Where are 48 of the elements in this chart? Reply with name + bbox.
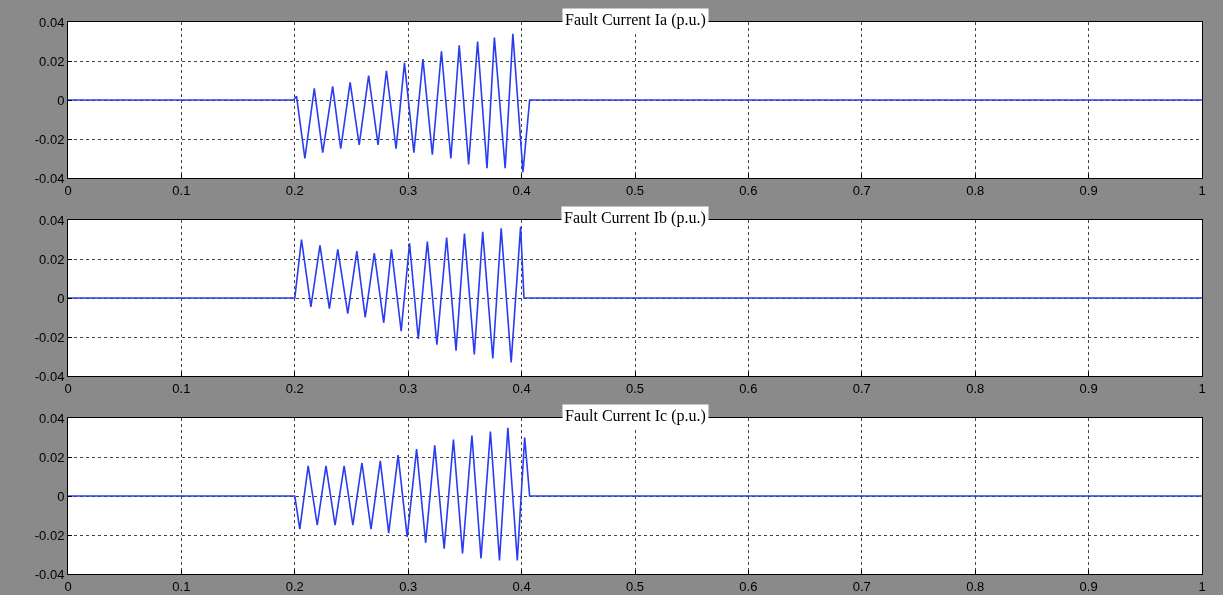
x-tick-label: 1 (1198, 182, 1206, 198)
y-tick-label: 0 (57, 290, 65, 306)
y-tick-label: -0.02 (34, 527, 65, 543)
y-tick-label: 0.02 (39, 449, 65, 465)
x-tick-label: 0.8 (966, 380, 985, 396)
y-tick-label: -0.02 (34, 329, 65, 345)
x-tick-label: 1 (1198, 380, 1206, 396)
x-tick-label: 0.2 (285, 380, 304, 396)
y-tick-label: -0.02 (34, 131, 65, 147)
x-tick-label: 0.2 (285, 578, 304, 594)
x-tick-label: 0.9 (1079, 578, 1098, 594)
x-tick-label: 0.1 (172, 182, 191, 198)
x-tick-label: 0.1 (172, 380, 191, 396)
y-tick-label: 0.04 (39, 14, 65, 30)
y-tick-label: 0 (57, 92, 65, 108)
x-tick-label: 0.3 (399, 578, 418, 594)
x-tick-label: 0.8 (966, 578, 985, 594)
y-tick-label: -0.04 (34, 368, 65, 384)
x-tick-label: 0.8 (966, 182, 985, 198)
y-tick-label: 0.04 (39, 410, 65, 426)
y-tick-label: -0.04 (34, 170, 65, 186)
chart-title: Fault Current Ic (p.u.) (565, 407, 706, 425)
x-tick-label: 0.6 (739, 182, 758, 198)
x-tick-label: 0.3 (399, 182, 418, 198)
x-tick-label: 0.5 (625, 380, 645, 396)
x-tick-label: 0.4 (512, 182, 531, 198)
x-tick-label: 0.7 (852, 182, 871, 198)
y-tick-label: 0.02 (39, 251, 65, 267)
x-tick-label: 0.9 (1079, 380, 1098, 396)
x-tick-label: 0.4 (512, 578, 531, 594)
x-tick-label: 0.9 (1079, 182, 1098, 198)
x-tick-label: 0.7 (852, 578, 871, 594)
x-tick-label: 0.3 (399, 380, 418, 396)
x-tick-label: 0.5 (625, 182, 645, 198)
y-tick-label: 0.04 (39, 212, 65, 228)
x-tick-label: 1 (1198, 578, 1206, 594)
x-tick-label: 0.7 (852, 380, 871, 396)
y-tick-label: 0 (57, 488, 65, 504)
x-tick-label: 0.1 (172, 578, 191, 594)
y-tick-label: -0.04 (34, 566, 65, 582)
chart-title: Fault Current Ib (p.u.) (564, 209, 706, 227)
y-tick-label: 0.02 (39, 53, 65, 69)
x-tick-label: 0.4 (512, 380, 531, 396)
x-tick-label: 0.5 (625, 578, 645, 594)
chart-title: Fault Current Ia (p.u.) (565, 11, 706, 29)
x-tick-label: 0.2 (285, 182, 304, 198)
x-tick-label: 0.6 (739, 380, 758, 396)
x-tick-label: 0.6 (739, 578, 758, 594)
